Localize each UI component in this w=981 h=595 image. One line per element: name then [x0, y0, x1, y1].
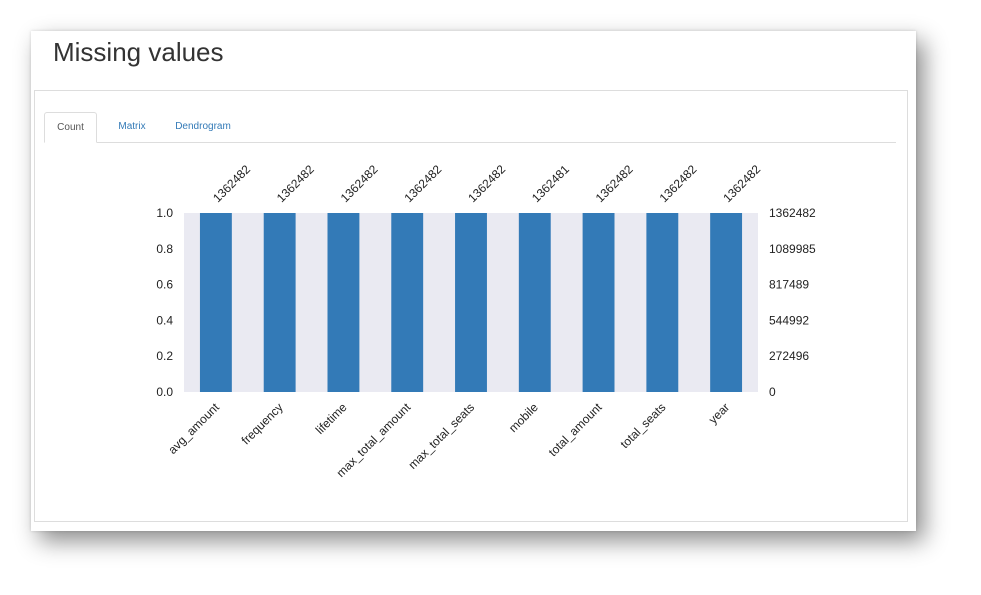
- right-tick-label: 0: [769, 385, 776, 399]
- bar: [455, 213, 487, 392]
- bar: [327, 213, 360, 392]
- category-label: year: [706, 400, 732, 426]
- tab-matrix[interactable]: Matrix: [118, 121, 146, 132]
- right-tick-label: 272496: [769, 349, 809, 363]
- count-label: 1362482: [465, 162, 508, 205]
- y-tick-label: 0.2: [156, 349, 173, 363]
- bar: [391, 213, 424, 392]
- count-label: 1362482: [657, 162, 700, 205]
- category-label: frequency: [239, 400, 286, 447]
- bar: [710, 213, 743, 392]
- y-tick-label: 0.0: [156, 385, 173, 399]
- bar: [518, 213, 551, 392]
- category-label: total_amount: [546, 400, 605, 459]
- content-panel: Count Matrix Dendrogram: [34, 90, 908, 522]
- count-label: 1362482: [274, 162, 317, 205]
- y-tick-label: 0.8: [156, 242, 173, 256]
- bar: [582, 213, 615, 392]
- right-tick-label: 1089985: [769, 242, 816, 256]
- bar: [263, 213, 296, 392]
- y-tick-label: 0.6: [156, 278, 173, 292]
- category-label: avg_amount: [165, 400, 222, 457]
- page-title: Missing values: [53, 37, 224, 67]
- y-tick-label: 0.4: [156, 313, 173, 327]
- y-tick-label: 1.0: [156, 206, 173, 220]
- missing-values-card: Missing values Count Matrix Dendrogram: [31, 31, 916, 531]
- count-label: 1362481: [529, 162, 572, 205]
- tab-dendrogram[interactable]: Dendrogram: [175, 121, 231, 132]
- right-tick-label: 817489: [769, 278, 809, 292]
- tab-bar: Count Matrix Dendrogram: [44, 112, 896, 143]
- bar: [199, 213, 232, 392]
- count-label: 1362482: [401, 162, 444, 205]
- category-label: total_seats: [618, 400, 669, 451]
- count-label: 1362482: [720, 162, 763, 205]
- count-label: 1362482: [338, 162, 381, 205]
- bar: [646, 213, 679, 392]
- count-label: 1362482: [593, 162, 636, 205]
- category-label: lifetime: [313, 400, 350, 437]
- category-label: mobile: [506, 400, 541, 435]
- right-tick-label: 1362482: [769, 206, 816, 220]
- right-tick-label: 544992: [769, 313, 809, 327]
- count-label: 1362482: [210, 162, 253, 205]
- tab-count[interactable]: Count: [44, 112, 97, 143]
- category-label: max_total_seats: [405, 400, 477, 472]
